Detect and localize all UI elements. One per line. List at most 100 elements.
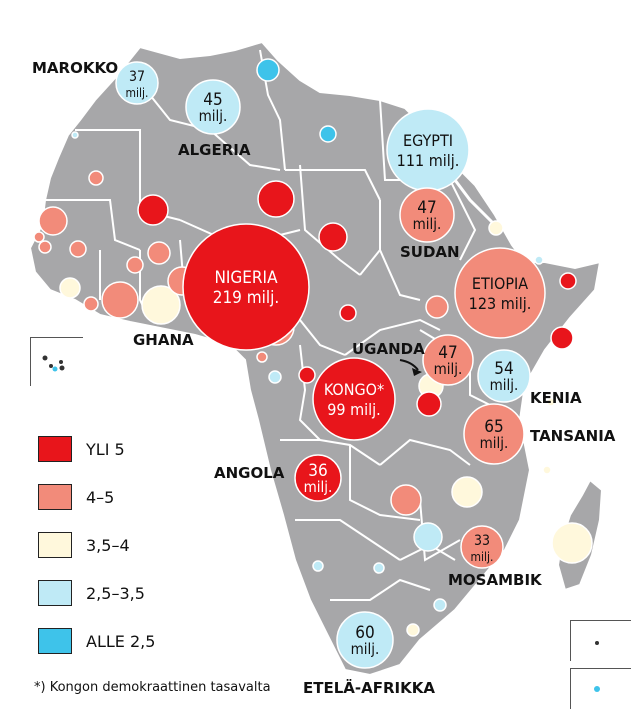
legend-swatch bbox=[38, 580, 72, 606]
bubble-nigeria-name: NIGERIA bbox=[214, 268, 278, 288]
bubble-tansania bbox=[463, 403, 525, 465]
legend-item: YLI 5 bbox=[38, 425, 155, 473]
bubble-uganda bbox=[422, 334, 474, 386]
country-bubble-1 bbox=[71, 131, 79, 139]
uganda-arrow bbox=[399, 359, 422, 376]
country-bubble-38 bbox=[406, 623, 420, 637]
bubble-mosambik bbox=[460, 525, 504, 569]
country-bubble-25 bbox=[488, 220, 504, 236]
bubble-egypti-value: 111 milj. bbox=[397, 151, 460, 170]
label-mosambik: MOSAMBIK bbox=[448, 571, 543, 589]
bubble-uganda-unit: milj. bbox=[434, 360, 463, 378]
bubble-angola bbox=[294, 454, 342, 502]
bubble-etiopia-name: ETIOPIA bbox=[472, 274, 528, 293]
country-bubble-35 bbox=[373, 562, 385, 574]
country-bubble-7 bbox=[38, 206, 68, 236]
bubble-tansania-unit: milj. bbox=[480, 434, 509, 452]
label-angola: ANGOLA bbox=[214, 464, 285, 482]
country-bubble-10 bbox=[69, 240, 87, 258]
country-bubble-3 bbox=[88, 170, 104, 186]
bubble-marokko bbox=[115, 61, 159, 105]
legend-item: ALLE 2,5 bbox=[38, 617, 155, 665]
country-bubble-40 bbox=[546, 397, 556, 407]
islands-inset-right-top bbox=[570, 620, 631, 661]
country-bubble-33 bbox=[413, 522, 443, 552]
bubble-etela_afrikka-value: 60 bbox=[355, 623, 374, 643]
legend-label: 4–5 bbox=[86, 487, 115, 507]
bubble-etiopia-value: 123 milj. bbox=[469, 294, 532, 313]
bubble-mosambik-unit: milj. bbox=[471, 550, 494, 564]
legend-label: 3,5–4 bbox=[86, 535, 130, 555]
country-bubble-12 bbox=[126, 256, 144, 274]
legend-label: YLI 5 bbox=[86, 439, 125, 459]
bubble-egypti-name: EGYPTI bbox=[403, 131, 453, 150]
label-algeria: ALGERIA bbox=[178, 141, 251, 159]
country-bubble-2 bbox=[319, 125, 337, 143]
bubble-algeria-unit: milj. bbox=[199, 107, 228, 125]
island-dots bbox=[42, 355, 65, 372]
country-bubble-0 bbox=[256, 58, 280, 82]
label-sudan: SUDAN bbox=[400, 243, 460, 261]
legend-swatch bbox=[38, 628, 72, 654]
bubble-sudan-value: 47 bbox=[417, 198, 436, 218]
label-etela-afrikka: ETELÄ-AFRIKKA bbox=[303, 678, 435, 697]
bubble-angola-value: 36 bbox=[308, 461, 327, 481]
map-legend: YLI 5 4–5 3,5–4 2,5–3,5 ALLE 2,5 bbox=[38, 425, 155, 665]
bubble-etela_afrikka bbox=[336, 611, 394, 669]
bubble-sudan-unit: milj. bbox=[413, 215, 442, 233]
bubble-kongo bbox=[312, 357, 396, 441]
country-bubble-16 bbox=[141, 285, 181, 325]
legend-item: 4–5 bbox=[38, 473, 155, 521]
africa-landmass bbox=[28, 40, 602, 677]
country-bubble-31 bbox=[390, 484, 422, 516]
bubble-sudan bbox=[399, 187, 455, 243]
country-bubble-26 bbox=[534, 255, 544, 265]
legend-swatch bbox=[38, 436, 72, 462]
country-bubble-4 bbox=[137, 194, 169, 226]
bubble-etiopia bbox=[454, 247, 546, 339]
legend-label: 2,5–3,5 bbox=[86, 583, 145, 603]
country-bubble-28 bbox=[550, 326, 574, 350]
legend-item: 2,5–3,5 bbox=[38, 569, 155, 617]
country-bubble-39 bbox=[542, 465, 552, 475]
legend-swatch bbox=[38, 532, 72, 558]
bubble-algeria-value: 45 bbox=[203, 90, 222, 110]
label-tansania: TANSANIA bbox=[530, 427, 616, 445]
label-marokko: MAROKKO bbox=[32, 59, 118, 77]
bubble-marokko-value: 37 bbox=[129, 69, 145, 85]
bubble-egypti bbox=[386, 108, 470, 192]
bubble-mosambik-value: 33 bbox=[474, 533, 490, 549]
label-kenia: KENIA bbox=[530, 389, 582, 407]
country-bubble-34 bbox=[312, 560, 324, 572]
label-uganda: UGANDA bbox=[352, 340, 425, 358]
country-bubble-27 bbox=[559, 272, 577, 290]
country-bubble-21 bbox=[256, 351, 268, 363]
bubble-etela_afrikka-unit: milj. bbox=[351, 640, 380, 658]
country-bubble-9 bbox=[38, 240, 52, 254]
bubble-tansania-value: 65 bbox=[484, 417, 503, 437]
country-bubble-13 bbox=[59, 277, 81, 299]
country-bubble-15 bbox=[101, 281, 139, 319]
bubble-kongo-value: 99 milj. bbox=[327, 400, 380, 419]
country-bubble-14 bbox=[83, 296, 99, 312]
legend-item: 3,5–4 bbox=[38, 521, 155, 569]
country-bubble-32 bbox=[451, 476, 483, 508]
country-bubble-36 bbox=[551, 522, 593, 564]
bubble-uganda-value: 47 bbox=[438, 343, 457, 363]
islands-inset-right-bottom bbox=[570, 668, 631, 709]
country-bubble-5 bbox=[257, 180, 295, 218]
legend-label: ALLE 2,5 bbox=[86, 631, 156, 651]
country-bubble-20 bbox=[339, 304, 357, 322]
islands-inset-left bbox=[30, 337, 83, 386]
country-bubble-23 bbox=[298, 366, 316, 384]
country-bubble-8 bbox=[33, 231, 45, 243]
legend-swatch bbox=[38, 484, 72, 510]
country-bubble-24 bbox=[425, 295, 449, 319]
country-bubble-6 bbox=[318, 222, 348, 252]
country-bubble-37 bbox=[433, 598, 447, 612]
bubble-nigeria bbox=[182, 223, 310, 351]
bubble-kenia-unit: milj. bbox=[490, 376, 519, 394]
bubble-marokko-unit: milj. bbox=[126, 86, 149, 100]
